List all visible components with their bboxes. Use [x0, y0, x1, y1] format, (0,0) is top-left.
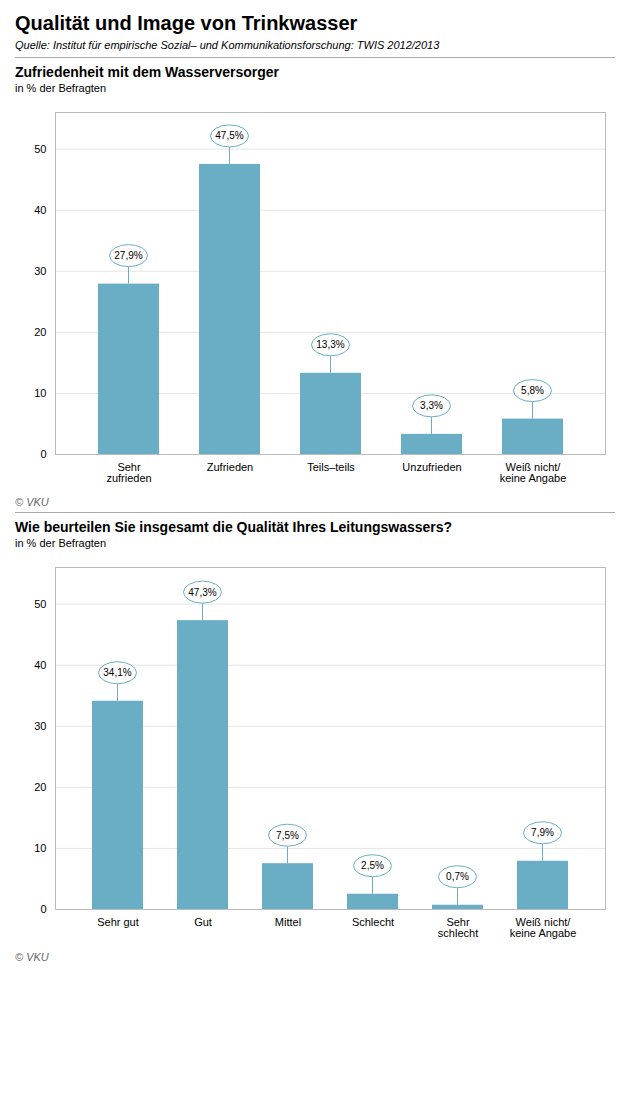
svg-text:Zufrieden: Zufrieden — [207, 461, 253, 473]
svg-text:Sehrschlecht: Sehrschlecht — [438, 916, 478, 939]
svg-text:30: 30 — [34, 265, 46, 277]
html-text:© VKU: © VKU — [15, 496, 49, 508]
html-text:© VKU: © VKU — [15, 951, 49, 963]
svg-text:13,3%: 13,3% — [316, 339, 344, 350]
svg-text:3,3%: 3,3% — [420, 400, 443, 411]
html-text:in % der Befragten: in % der Befragten — [15, 82, 107, 94]
svg-text:10: 10 — [34, 842, 46, 854]
svg-text:50: 50 — [34, 598, 46, 610]
svg-text:2,5%: 2,5% — [361, 860, 384, 871]
svg-text:20: 20 — [34, 781, 46, 793]
svg-text:30: 30 — [34, 720, 46, 732]
svg-text:Mittel: Mittel — [275, 916, 301, 928]
html-text:Wie beurteilen Sie insgesamt d: Wie beurteilen Sie insgesamt die Qualitä… — [15, 519, 453, 535]
html-text:in % der Befragten: in % der Befragten — [15, 537, 107, 549]
svg-text:40: 40 — [34, 659, 46, 671]
svg-text:7,5%: 7,5% — [276, 830, 299, 841]
svg-text:Weiß nicht/keine Angabe: Weiß nicht/keine Angabe — [510, 916, 577, 939]
svg-text:Teils–teils: Teils–teils — [307, 461, 355, 473]
svg-text:Sehr gut: Sehr gut — [97, 916, 139, 928]
svg-text:5,8%: 5,8% — [521, 385, 544, 396]
svg-text:47,5%: 47,5% — [215, 130, 243, 141]
svg-text:7,9%: 7,9% — [531, 827, 554, 838]
svg-text:Gut: Gut — [194, 916, 212, 928]
html-text:Zufriedenheit mit dem Wasserve: Zufriedenheit mit dem Wasserversorger — [15, 64, 279, 80]
svg-text:40: 40 — [34, 204, 46, 216]
svg-text:0: 0 — [40, 448, 46, 460]
svg-text:27,9%: 27,9% — [114, 250, 142, 261]
svg-text:10: 10 — [34, 387, 46, 399]
svg-text:34,1%: 34,1% — [103, 667, 131, 678]
svg-text:Schlecht: Schlecht — [352, 916, 394, 928]
svg-text:Unzufrieden: Unzufrieden — [402, 461, 461, 473]
svg-text:Weiß nicht/keine Angabe: Weiß nicht/keine Angabe — [500, 461, 567, 484]
svg-text:0,7%: 0,7% — [446, 871, 469, 882]
html-text:Qualität und Image von Trinkwa: Qualität und Image von Trinkwasser — [15, 12, 358, 34]
html-text:Quelle: Institut für empirisch: Quelle: Institut für empirische Sozial– … — [15, 39, 440, 51]
svg-text:Sehrzufrieden: Sehrzufrieden — [106, 461, 151, 484]
svg-text:20: 20 — [34, 326, 46, 338]
svg-text:0: 0 — [40, 903, 46, 915]
svg-text:47,3%: 47,3% — [188, 587, 216, 598]
svg-text:50: 50 — [34, 143, 46, 155]
